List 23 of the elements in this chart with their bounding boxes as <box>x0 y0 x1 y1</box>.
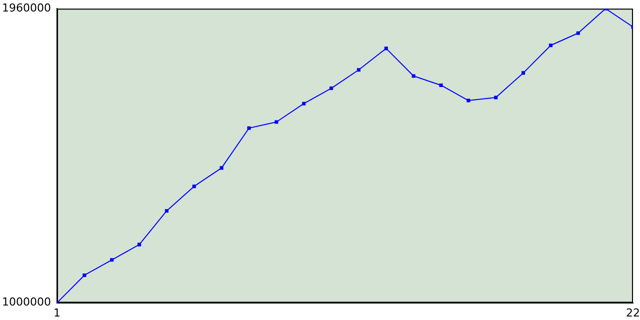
point <box>138 242 142 246</box>
point <box>439 83 443 87</box>
point <box>302 102 306 106</box>
point <box>192 184 196 188</box>
point <box>522 71 526 75</box>
point <box>274 120 278 124</box>
point <box>548 44 552 48</box>
point <box>494 96 498 100</box>
point <box>82 273 86 277</box>
point <box>164 209 168 213</box>
point <box>466 98 470 102</box>
x-tick-label: 1 <box>53 306 60 320</box>
point <box>220 166 224 170</box>
y-tick-label: 1000000 <box>2 296 51 309</box>
point <box>356 68 360 72</box>
point <box>247 126 251 130</box>
point <box>330 86 334 90</box>
x-tick-label: 22 <box>626 306 640 320</box>
point <box>110 258 114 262</box>
point <box>412 74 416 78</box>
y-tick-label: 1960000 <box>2 1 51 14</box>
point <box>384 46 388 50</box>
point <box>576 31 580 35</box>
